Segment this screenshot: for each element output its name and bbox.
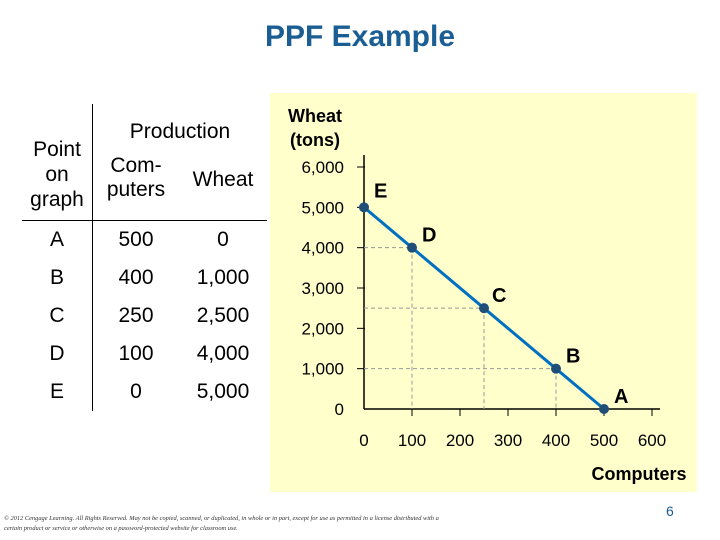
point-on-graph-header: Point on graph (22, 104, 93, 220)
slide-title: PPF Example (264, 20, 456, 53)
data-point-c (479, 303, 489, 314)
row-point: A (49, 228, 64, 251)
table-row: B 400 1,000 (22, 259, 267, 297)
production-table: Point on graph Production Com- puters Wh… (22, 104, 267, 411)
point-header-line-1: Point (33, 138, 81, 161)
x-tick-label: 400 (542, 431, 570, 450)
row-point: C (49, 304, 65, 327)
table-row: A 500 0 (22, 220, 267, 259)
wheat-header: Wheat (192, 168, 254, 191)
x-tick-label: 200 (446, 431, 474, 450)
y-axis-label: (tons) (290, 130, 340, 150)
row-point: E (49, 380, 64, 403)
point-header-line-2: on (45, 163, 69, 186)
row-computers: 100 (92, 335, 179, 373)
y-tick-label: 4,000 (301, 239, 344, 258)
computers-header-line-2: puters (106, 178, 166, 201)
data-point-b (551, 363, 561, 374)
point-header-line-3: graph (30, 188, 84, 211)
table-row: D 100 4,000 (22, 335, 267, 373)
production-header: Production (92, 104, 267, 144)
plot-background (270, 93, 697, 492)
y-tick-label: 3,000 (301, 279, 344, 298)
computers-header: Com- puters (92, 144, 179, 220)
row-computers: 500 (92, 220, 179, 259)
x-tick-label: 600 (638, 431, 666, 450)
row-computers: 0 (92, 373, 179, 411)
data-point-a (599, 404, 609, 414)
computers-header-line-1: Com- (110, 154, 162, 177)
y-tick-label: 6,000 (301, 158, 344, 177)
y-tick-label: 2,000 (301, 319, 344, 338)
row-wheat: 4,000 (196, 342, 250, 365)
row-computers: 250 (92, 297, 179, 335)
table-row: E 0 5,000 (22, 373, 267, 411)
page-number: 6 (666, 503, 674, 519)
x-tick-label: 500 (590, 431, 618, 450)
row-computers: 400 (92, 259, 179, 297)
data-point-e (359, 202, 369, 213)
point-label-e: E (374, 180, 387, 202)
data-point-d (407, 242, 417, 253)
table-row: C 250 2,500 (22, 297, 267, 335)
y-tick-label: 1,000 (301, 360, 344, 379)
copyright-notice: © 2012 Cengage Learning. All Rights Rese… (4, 515, 439, 532)
row-wheat: 5,000 (196, 380, 250, 403)
x-tick-label: 100 (398, 431, 426, 450)
y-tick-label: 0 (335, 400, 344, 419)
row-point: D (49, 342, 65, 365)
x-axis-label: Computers (591, 464, 686, 484)
row-wheat: 1,000 (196, 266, 250, 289)
point-label-b: B (566, 346, 580, 368)
x-tick-label: 300 (494, 431, 522, 450)
row-wheat: 2,500 (196, 304, 250, 327)
x-tick-label: 0 (359, 431, 368, 450)
y-axis-label: Wheat (288, 106, 342, 126)
row-wheat: 0 (217, 228, 229, 251)
point-label-d: D (422, 225, 436, 247)
point-label-c: C (492, 285, 506, 307)
y-tick-label: 5,000 (301, 198, 344, 217)
point-label-a: A (614, 386, 628, 408)
row-point: B (49, 266, 64, 289)
